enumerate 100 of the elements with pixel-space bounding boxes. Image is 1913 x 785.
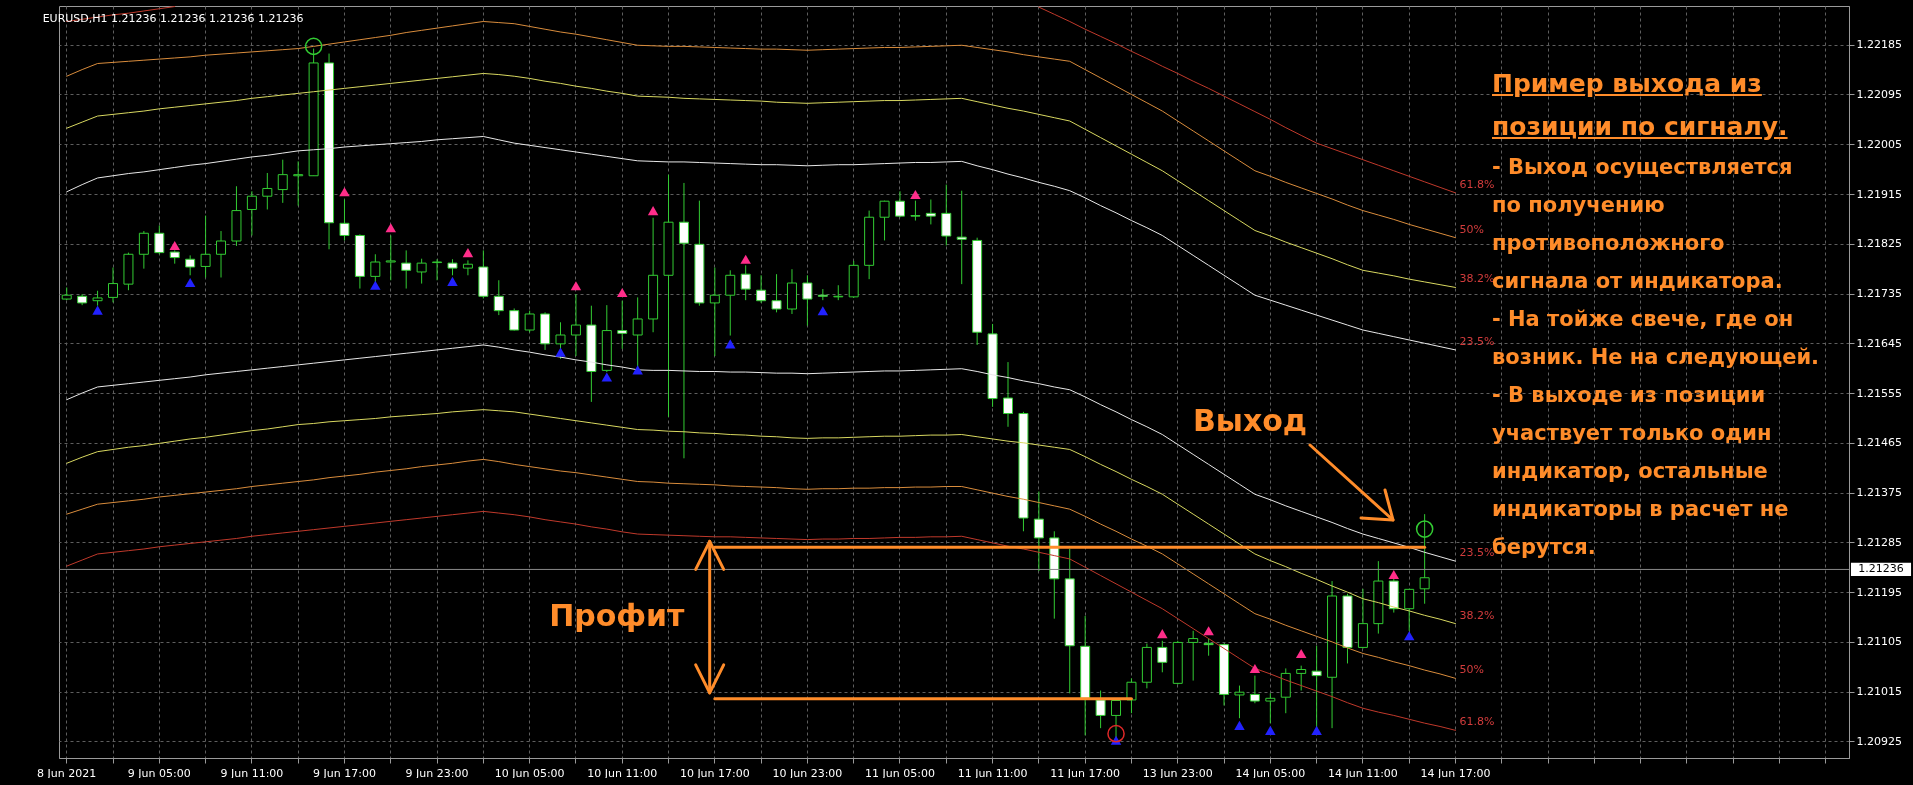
x-tick-label: 11 Jun 11:00 [957, 766, 1028, 780]
y-tick-label: 1.21375 [1856, 486, 1902, 500]
point [740, 254, 751, 264]
y-tick-label: 1.21015 [1856, 685, 1902, 699]
x-tick-label: 10 Jun 17:00 [679, 766, 750, 780]
x-tick-label: 8 Jun 2021 [37, 766, 97, 780]
candlestick [570, 293, 581, 357]
candlestick [277, 159, 288, 204]
candlestick [1404, 588, 1415, 632]
line-series [66, 510, 1457, 731]
candlestick [1033, 490, 1044, 572]
candlestick [432, 258, 443, 281]
point [370, 280, 381, 290]
candlestick [216, 230, 227, 278]
candlestick [740, 264, 751, 301]
x-tick-label: 10 Jun 23:00 [772, 766, 843, 780]
candlestick [1249, 675, 1260, 704]
line-series [66, 72, 1457, 288]
candlestick [509, 307, 520, 332]
candlestick [262, 172, 273, 210]
annotation: Пример выхода из позиции по сигналу. [1492, 68, 1789, 143]
candlestick [617, 300, 628, 350]
point [1249, 663, 1261, 673]
point [570, 281, 582, 291]
y-tick-label: 1.21555 [1856, 386, 1902, 400]
candlestick [385, 234, 396, 281]
x-tick-label: 9 Jun 17:00 [313, 766, 376, 780]
candlestick [1003, 361, 1014, 428]
annotation: Профит [549, 597, 685, 633]
point [647, 206, 659, 216]
y-tick-label: 1.21915 [1856, 187, 1902, 201]
candlestick [416, 258, 427, 285]
point [616, 287, 628, 297]
point [1295, 648, 1307, 659]
candlestick [1357, 588, 1368, 650]
point [1107, 724, 1125, 743]
candlestick [1265, 692, 1276, 724]
candlestick [524, 310, 535, 333]
point [1265, 725, 1276, 735]
candlestick [1157, 640, 1168, 673]
point [1203, 626, 1214, 636]
point [1403, 631, 1415, 641]
point [1157, 629, 1168, 639]
series-label: 38.2% [1459, 608, 1495, 622]
point [910, 190, 921, 200]
y-tick-label: 1.21465 [1856, 436, 1902, 450]
candlestick [1188, 630, 1199, 682]
candlestick [802, 274, 813, 327]
candlestick [1296, 665, 1307, 692]
candlestick [756, 274, 767, 304]
candlestick [555, 321, 566, 360]
candlestick [771, 273, 782, 313]
x-tick-label: 14 Jun 17:00 [1420, 766, 1491, 780]
candlestick [401, 249, 412, 290]
y-tick-label: 1.21735 [1856, 287, 1902, 301]
point [92, 305, 103, 315]
candlestick [108, 267, 119, 303]
candlestick [493, 279, 504, 316]
point [817, 306, 829, 316]
y-tick-label: 1.21285 [1856, 535, 1902, 549]
point [184, 277, 196, 288]
line-series [66, 458, 1457, 679]
y-tick-label: 1.21645 [1856, 336, 1902, 350]
point [555, 347, 566, 357]
ref-line-label: 1.21236 [1858, 562, 1904, 576]
x-tick-label: 14 Jun 05:00 [1235, 766, 1306, 780]
candlestick [894, 190, 905, 218]
x-tick-label: 14 Jun 11:00 [1327, 766, 1398, 780]
point [1311, 725, 1322, 735]
candlestick [1419, 513, 1430, 605]
y-tick-label: 1.22095 [1856, 87, 1902, 101]
candlestick [1234, 685, 1245, 719]
series-label: 61.8% [1459, 715, 1495, 729]
point [632, 365, 643, 375]
candlestick [709, 267, 720, 357]
x-tick-label: 9 Jun 05:00 [127, 766, 191, 780]
x-tick-label: 9 Jun 23:00 [405, 766, 469, 780]
point [1415, 520, 1434, 538]
candlestick [246, 190, 257, 236]
candlestick [725, 269, 736, 337]
x-tick-label: 9 Jun 11:00 [220, 766, 284, 780]
series-label: 23.5% [1459, 334, 1495, 348]
point [385, 223, 397, 233]
candlestick [925, 199, 936, 225]
candlestick [1095, 690, 1106, 729]
candlestick [879, 200, 890, 241]
annotation: Выход [1192, 402, 1308, 438]
x-tick-label: 13 Jun 23:00 [1142, 766, 1213, 780]
candlestick [138, 230, 149, 270]
y-tick-label: 1.22005 [1856, 137, 1902, 151]
y-tick-label: 1.21195 [1856, 585, 1902, 599]
x-tick-label: 11 Jun 05:00 [865, 766, 935, 780]
point [304, 37, 323, 56]
point [725, 339, 736, 349]
y-tick-label: 1.22185 [1856, 38, 1902, 52]
candlestick [1126, 677, 1137, 714]
series-label: 50% [1459, 663, 1484, 677]
point [462, 248, 474, 258]
point [601, 372, 613, 382]
y-tick-label: 1.20925 [1856, 734, 1902, 748]
